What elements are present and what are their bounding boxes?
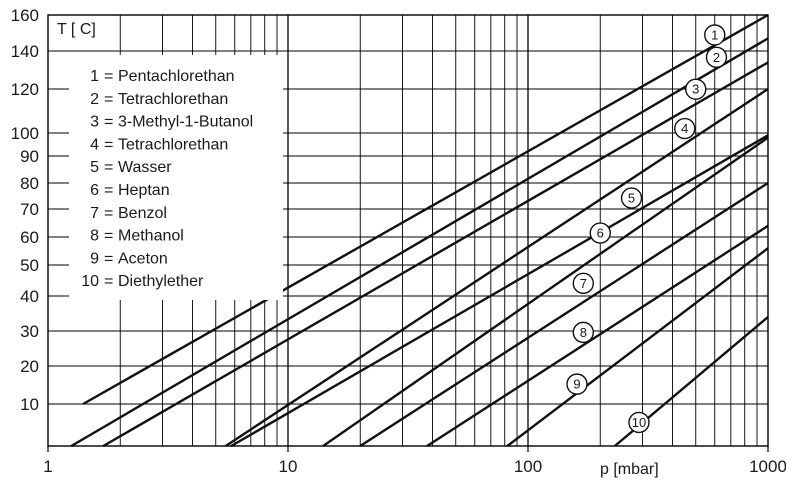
legend-number: 7 bbox=[90, 205, 99, 222]
legend-name: Heptan bbox=[118, 182, 170, 199]
series-marker-label: 5 bbox=[628, 191, 635, 206]
series-marker-label: 7 bbox=[580, 276, 587, 291]
x-tick-label: 1 bbox=[43, 457, 52, 476]
legend-separator: = bbox=[104, 273, 113, 290]
y-tick-label: 160 bbox=[11, 6, 39, 25]
series-marker-circle bbox=[589, 222, 611, 244]
legend-separator: = bbox=[104, 250, 113, 267]
legend-name: 3-Methyl-1-Butanol bbox=[118, 114, 253, 131]
series-marker-circle bbox=[566, 373, 588, 395]
legend-number: 4 bbox=[90, 136, 99, 153]
series-marker-circle bbox=[620, 187, 643, 209]
legend: 1 = Pentachlorethan 2 = Tetrachlorethan 3 = 3-Me… bbox=[69, 55, 283, 300]
series-marker-label: 8 bbox=[580, 325, 587, 340]
legend-separator: = bbox=[104, 91, 113, 108]
legend-background bbox=[69, 55, 283, 300]
series-marker-circle bbox=[572, 272, 595, 295]
legend-number: 5 bbox=[90, 159, 99, 176]
legend-separator: = bbox=[104, 205, 113, 222]
series-marker-circle bbox=[674, 117, 696, 140]
x-axis-label: p [mbar] bbox=[600, 461, 659, 478]
legend-name: Wasser bbox=[118, 159, 172, 176]
series-line-9 bbox=[506, 247, 769, 447]
series-marker-label: 1 bbox=[711, 27, 718, 42]
legend-separator: = bbox=[104, 182, 113, 199]
y-axis-label: T [ C] bbox=[57, 21, 96, 38]
x-tick-label: 10 bbox=[279, 457, 298, 476]
series-marker-circle bbox=[704, 24, 726, 46]
y-tick-label: 30 bbox=[20, 322, 39, 341]
legend-number: 3 bbox=[90, 114, 99, 131]
series-marker-circle bbox=[628, 411, 650, 434]
series-line-1 bbox=[82, 13, 769, 406]
legend-separator: = bbox=[104, 136, 113, 153]
plot-frame bbox=[47, 14, 769, 447]
legend-name: Tetrachlorethan bbox=[118, 91, 228, 108]
legend-number: 8 bbox=[90, 228, 99, 245]
series-line-8 bbox=[426, 224, 769, 448]
y-tick-label: 90 bbox=[20, 147, 39, 166]
series-line-6 bbox=[322, 136, 769, 447]
legend-name: Aceton bbox=[118, 250, 168, 267]
y-tick-label: 80 bbox=[20, 174, 39, 193]
series-marker-label: 10 bbox=[632, 415, 646, 430]
series-line-2 bbox=[70, 37, 769, 448]
legend-number: 9 bbox=[90, 250, 99, 267]
series-markers: 1 2 3 4 5 6 7 8 9 10 bbox=[566, 24, 728, 434]
series-marker-circle bbox=[705, 46, 728, 69]
series-line-4 bbox=[225, 87, 769, 448]
series-marker-label: 9 bbox=[573, 377, 580, 392]
y-tick-label: 60 bbox=[20, 228, 39, 247]
series-marker-label: 4 bbox=[681, 121, 688, 136]
legend-name: Diethylether bbox=[118, 273, 204, 290]
legend-separator: = bbox=[104, 68, 113, 85]
series-line-3 bbox=[102, 61, 769, 448]
series-lines bbox=[70, 13, 769, 448]
y-tick-label: 70 bbox=[20, 200, 39, 219]
legend-number: 10 bbox=[81, 273, 99, 290]
series-marker-label: 3 bbox=[692, 82, 699, 97]
y-tick-label: 50 bbox=[20, 256, 39, 275]
series-line-7 bbox=[359, 181, 769, 448]
legend-name: Benzol bbox=[118, 205, 167, 222]
x-tick-label: 1000 bbox=[749, 457, 786, 476]
legend-number: 1 bbox=[90, 68, 99, 85]
y-tick-label: 140 bbox=[11, 42, 39, 61]
y-tick-label: 120 bbox=[11, 80, 39, 99]
series-marker-label: 2 bbox=[713, 50, 720, 65]
legend-separator: = bbox=[104, 228, 113, 245]
y-tick-label: 10 bbox=[20, 395, 39, 414]
y-tick-label: 100 bbox=[11, 124, 39, 143]
legend-separator: = bbox=[104, 159, 113, 176]
series-line-5 bbox=[230, 134, 769, 448]
series-marker-label: 6 bbox=[597, 226, 604, 241]
series-marker-circle bbox=[572, 321, 595, 344]
y-tick-label: 40 bbox=[20, 287, 39, 306]
legend-name: Pentachlorethan bbox=[118, 68, 235, 85]
legend-name: Tetrachlorethan bbox=[118, 136, 228, 153]
legend-number: 2 bbox=[90, 91, 99, 108]
x-tick-label: 100 bbox=[514, 457, 542, 476]
series-marker-circle bbox=[685, 78, 707, 100]
axis-ticks: 10 20 30 40 50 60 70 80 90 100 120 140 160 1 10 100 1000 bbox=[11, 6, 786, 476]
y-tick-label: 20 bbox=[20, 357, 39, 376]
legend-number: 6 bbox=[90, 182, 99, 199]
legend-name: Methanol bbox=[118, 228, 184, 245]
legend-separator: = bbox=[104, 114, 113, 131]
